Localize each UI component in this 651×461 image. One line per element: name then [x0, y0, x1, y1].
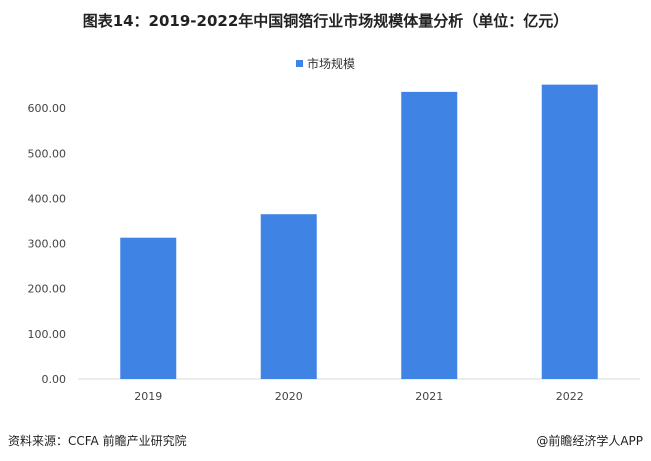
- bar: [401, 91, 458, 379]
- x-tick-label: 2020: [275, 390, 303, 403]
- credit-note: @前瞻经济学人APP: [536, 434, 643, 448]
- bar: [541, 84, 598, 379]
- y-tick-label: 500.00: [28, 147, 67, 160]
- bar: [120, 237, 177, 379]
- chart-legend: 市场规模: [0, 55, 651, 72]
- legend-label: 市场规模: [306, 57, 355, 71]
- y-tick-label: 300.00: [28, 238, 67, 251]
- x-tick-label: 2021: [415, 390, 443, 403]
- y-tick-label: 600.00: [28, 102, 67, 115]
- x-tick-label: 2019: [134, 390, 162, 403]
- chart-title: 图表14：2019-2022年中国铜箔行业市场规模体量分析（单位：亿元）: [82, 12, 569, 30]
- legend-swatch: [295, 60, 303, 67]
- x-tick-label: 2022: [556, 390, 584, 403]
- y-tick-label: 200.00: [28, 283, 67, 296]
- bar: [260, 214, 317, 379]
- source-note: 资料来源：CCFA 前瞻产业研究院: [8, 434, 187, 448]
- y-tick-label: 400.00: [28, 192, 67, 205]
- y-tick-label: 0.00: [42, 373, 67, 386]
- y-tick-label: 100.00: [28, 328, 67, 341]
